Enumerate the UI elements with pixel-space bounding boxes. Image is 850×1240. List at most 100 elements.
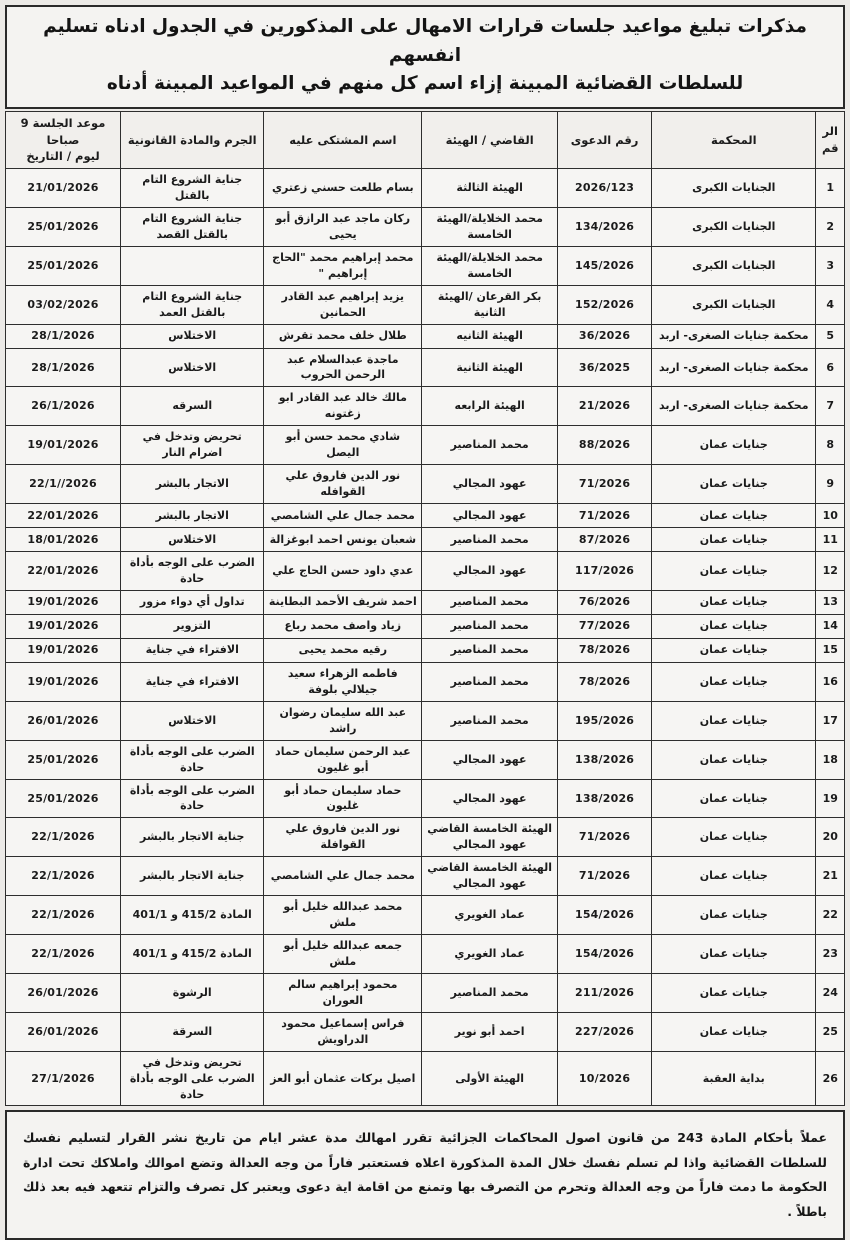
crime-article-cell: جناية الاتجار بالبشر [119,817,265,858]
crime-article-cell: جناية الاتجار بالبشر [119,856,265,897]
scanned-notice-page: مذكرات تبليغ مواعيد جلسات قرارات الامهال… [5,5,845,1240]
table-row: 17 جنايات عمان 195/2026 محمد المناصير عب… [5,700,845,741]
case-number-cell: 152/2026 [557,284,653,325]
court-cell: جنايات عمان [651,817,817,858]
court-cell: محكمة جنايات الصغرى- اربد [651,386,817,427]
case-number-cell: 138/2026 [557,739,653,780]
table-row: 12 جنايات عمان 117/2026 عهود المجالي عدي… [5,551,845,591]
row-number-cell: 17 [815,700,845,741]
session-date-cell: 19/01/2026 [5,637,121,663]
row-number-cell: 19 [815,778,845,819]
table-row: 3 الجنايات الكبرى 145/2026 محمد الخلايلة… [5,245,845,286]
session-date-cell: 28/1/2026 [5,347,121,388]
crime-article-cell: جناية الشروع التام بالقتل العمد [119,284,265,325]
session-date-cell: 26/01/2026 [5,700,121,741]
defendant-name-cell: عبد الرحمن سليمان حماد أبو غليون [263,739,423,780]
defendant-name-cell: محمد جمال علي الشامصي [263,856,423,897]
table-row: 11 جنايات عمان 87/2026 محمد المناصير شعب… [5,527,845,553]
defendant-name-cell: شادي محمد حسن أبو اليصل [263,425,423,466]
case-number-cell: 2026/123 [557,168,653,208]
case-number-cell: 76/2026 [557,589,653,615]
case-number-cell: 71/2026 [557,817,653,858]
row-number-cell: 6 [815,347,845,388]
row-number-cell: 20 [815,817,845,858]
judge-panel-cell: محمد المناصير [421,637,559,663]
judge-panel-cell: محمد الخلايلة/الهيئة الخامسة [421,245,559,286]
session-date-cell: 19/01/2026 [5,425,121,466]
judge-panel-cell: عماد الغويري [421,895,559,936]
header-court: المحكمة [651,111,817,170]
crime-article-cell: تداول أي دواء مزور [119,589,265,615]
crime-article-cell: الاختلاس [119,347,265,388]
court-cell: جنايات عمان [651,637,817,663]
row-number-cell: 9 [815,464,845,505]
session-date-cell: 19/01/2026 [5,661,121,702]
legal-notice-footer-box: عملاً بأحكام المادة 243 من قانون اصول ال… [5,1110,845,1240]
table-row: 20 جنايات عمان 71/2026 الهيئة الخامسة ال… [5,817,845,858]
row-number-cell: 7 [815,386,845,427]
judge-panel-cell: محمد الخلايلة/الهيئة الخامسة [421,206,559,247]
header-row-number: الرقم [815,111,845,170]
table-row: 5 محكمة جنايات الصغرى- اربد 36/2026 الهي… [5,323,845,349]
judge-panel-cell: عهود المجالي [421,551,559,591]
court-sessions-table: الرقم المحكمة رقم الدعوى القاضي / الهيئة… [5,111,845,1107]
judge-panel-cell: الهيئة الثانية [421,347,559,388]
case-number-cell: 77/2026 [557,613,653,639]
row-number-cell: 8 [815,425,845,466]
table-row: 14 جنايات عمان 77/2026 محمد المناصير زيا… [5,613,845,639]
court-cell: جنايات عمان [651,895,817,936]
defendant-name-cell: طلال خلف محمد تقرش [263,323,423,349]
session-date-cell: 27/1/2026 [5,1050,121,1107]
header-crime-article: الجرم والمادة القانونية [119,111,265,170]
session-date-cell: 03/02/2026 [5,284,121,325]
table-row: 6 محكمة جنايات الصغرى- اربد 36/2025 الهي… [5,347,845,388]
judge-panel-cell: الهيئة الأولى [421,1050,559,1107]
judge-panel-cell: محمد المناصير [421,613,559,639]
case-number-cell: 10/2026 [557,1050,653,1107]
table-row: 8 جنايات عمان 88/2026 محمد المناصير شادي… [5,425,845,466]
crime-article-cell: الاختلاس [119,527,265,553]
session-date-cell: 26/1/2026 [5,386,121,427]
defendant-name-cell: محمد عبدالله خليل أبو ملش [263,895,423,936]
case-number-cell: 117/2026 [557,551,653,591]
row-number-cell: 22 [815,895,845,936]
court-cell: جنايات عمان [651,972,817,1013]
court-cell: جنايات عمان [651,739,817,780]
session-date-cell: 21/01/2026 [5,168,121,208]
judge-panel-cell: عماد الغويري [421,934,559,974]
defendant-name-cell: محمود إبراهيم سالم العوران [263,972,423,1013]
case-number-cell: 71/2026 [557,503,653,529]
row-number-cell: 18 [815,739,845,780]
court-cell: جنايات عمان [651,778,817,819]
defendant-name-cell: زياد واصف محمد رباع [263,613,423,639]
table-row: 10 جنايات عمان 71/2026 عهود المجالي محمد… [5,503,845,529]
table-row: 23 جنايات عمان 154/2026 عماد الغويري جمع… [5,934,845,974]
court-cell: محكمة جنايات الصغرى- اربد [651,323,817,349]
defendant-name-cell: شعبان يونس احمد ابوغزالة [263,527,423,553]
table-row: 26 بداية العقبة 10/2026 الهيئة الأولى اص… [5,1050,845,1107]
case-number-cell: 78/2026 [557,637,653,663]
defendant-name-cell: محمد إبراهيم محمد "الحاج إبراهيم " [263,245,423,286]
case-number-cell: 21/2026 [557,386,653,427]
row-number-cell: 2 [815,206,845,247]
table-row: 13 جنايات عمان 76/2026 محمد المناصير احم… [5,589,845,615]
crime-article-cell: الاتجار بالبشر [119,464,265,505]
court-cell: جنايات عمان [651,589,817,615]
crime-article-cell: الضرب على الوجه بأداة حادة [119,778,265,819]
table-row: 18 جنايات عمان 138/2026 عهود المجالي عبد… [5,739,845,780]
court-cell: جنايات عمان [651,1011,817,1052]
court-cell: جنايات عمان [651,425,817,466]
judge-panel-cell: الهيئة الرابعه [421,386,559,427]
crime-article-cell: المادة 415/2 و 401/1 [119,895,265,936]
court-cell: محكمة جنايات الصغرى- اربد [651,347,817,388]
defendant-name-cell: نور الدين فاروق علي القوافلة [263,817,423,858]
row-number-cell: 21 [815,856,845,897]
crime-article-cell: الضرب على الوجه بأداة حادة [119,739,265,780]
defendant-name-cell: ماجدة عبدالسلام عبد الرحمن الحروب [263,347,423,388]
session-date-cell: 18/01/2026 [5,527,121,553]
defendant-name-cell: عدي داود حسن الحاج علي [263,551,423,591]
crime-article-cell [119,245,265,286]
notice-title-line-2: للسلطات القضائية المبينة إزاء اسم كل منه… [106,73,744,95]
session-date-cell: 22/1/2026 [5,895,121,936]
table-row: 9 جنايات عمان 71/2026 عهود المجالي نور ا… [5,464,845,505]
